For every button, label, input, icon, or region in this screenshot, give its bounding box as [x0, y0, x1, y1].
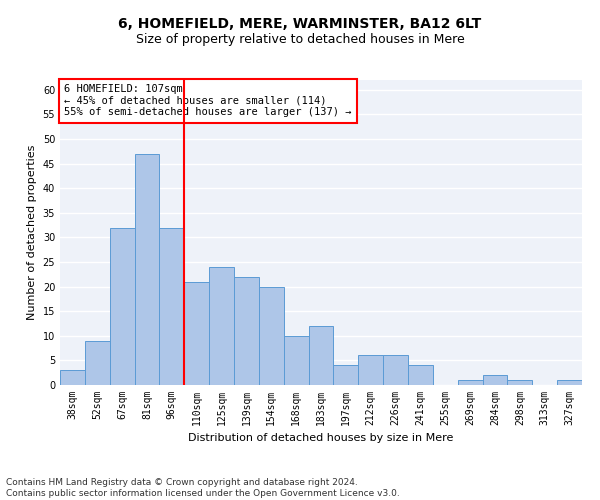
Text: Contains HM Land Registry data © Crown copyright and database right 2024.
Contai: Contains HM Land Registry data © Crown c… [6, 478, 400, 498]
Bar [259, 286, 284, 385]
Text: 6 HOMEFIELD: 107sqm
← 45% of detached houses are smaller (114)
55% of semi-detac: 6 HOMEFIELD: 107sqm ← 45% of detached ho… [64, 84, 352, 117]
Bar [160, 228, 184, 385]
Bar [209, 267, 234, 385]
Bar [334, 366, 358, 385]
Text: 6, HOMEFIELD, MERE, WARMINSTER, BA12 6LT: 6, HOMEFIELD, MERE, WARMINSTER, BA12 6LT [118, 18, 482, 32]
Bar [482, 375, 508, 385]
Bar [60, 370, 85, 385]
Bar [308, 326, 334, 385]
Bar [234, 277, 259, 385]
Bar [508, 380, 532, 385]
Bar [408, 366, 433, 385]
Bar [383, 356, 408, 385]
Bar [358, 356, 383, 385]
Bar [458, 380, 482, 385]
Bar [284, 336, 308, 385]
Bar [110, 228, 134, 385]
Bar [134, 154, 160, 385]
Bar [557, 380, 582, 385]
Bar [85, 340, 110, 385]
Bar [184, 282, 209, 385]
Text: Size of property relative to detached houses in Mere: Size of property relative to detached ho… [136, 32, 464, 46]
X-axis label: Distribution of detached houses by size in Mere: Distribution of detached houses by size … [188, 434, 454, 444]
Y-axis label: Number of detached properties: Number of detached properties [27, 145, 37, 320]
